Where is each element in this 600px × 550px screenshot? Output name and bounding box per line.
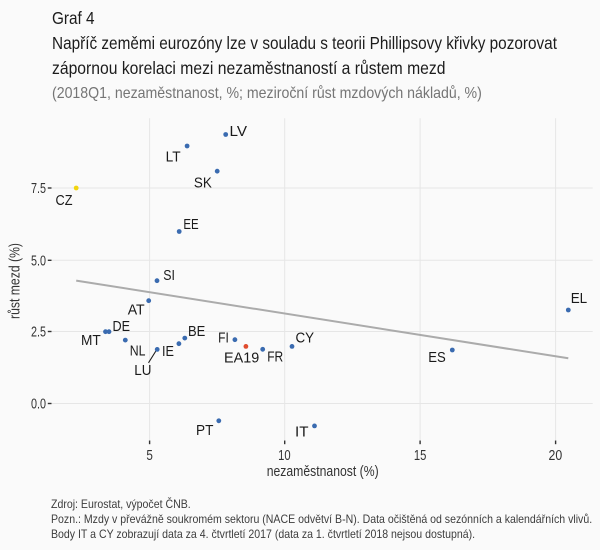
svg-text:SI: SI	[163, 267, 175, 284]
svg-text:2.5: 2.5	[31, 325, 46, 341]
svg-text:EE: EE	[183, 216, 198, 233]
svg-text:růst mezd (%): růst mezd (%)	[7, 243, 24, 319]
svg-text:20: 20	[549, 448, 563, 464]
svg-text:DE: DE	[113, 318, 131, 335]
svg-text:FI: FI	[218, 329, 229, 346]
svg-text:LV: LV	[230, 123, 248, 140]
svg-text:EA19: EA19	[224, 349, 259, 366]
svg-text:10: 10	[278, 448, 291, 464]
svg-text:IT: IT	[295, 423, 309, 440]
svg-text:CZ: CZ	[56, 192, 73, 209]
svg-text:5: 5	[146, 448, 153, 464]
svg-text:PT: PT	[196, 422, 213, 439]
svg-text:BE: BE	[188, 323, 205, 340]
svg-text:ES: ES	[428, 349, 446, 366]
svg-text:SK: SK	[194, 175, 212, 192]
svg-text:5.0: 5.0	[31, 253, 46, 269]
svg-text:7.5: 7.5	[31, 181, 46, 197]
svg-text:MT: MT	[81, 332, 101, 349]
svg-text:EL: EL	[571, 290, 588, 307]
svg-text:NL: NL	[130, 342, 146, 359]
svg-text:LT: LT	[166, 148, 181, 165]
svg-text:IE: IE	[162, 343, 174, 360]
svg-text:15: 15	[414, 448, 427, 464]
svg-text:0.0: 0.0	[31, 397, 46, 413]
svg-text:LU: LU	[134, 362, 151, 379]
svg-text:FR: FR	[267, 348, 283, 365]
svg-text:CY: CY	[296, 329, 315, 346]
svg-text:nezaměstnanost (%): nezaměstnanost (%)	[267, 463, 379, 480]
svg-text:AT: AT	[128, 302, 145, 319]
